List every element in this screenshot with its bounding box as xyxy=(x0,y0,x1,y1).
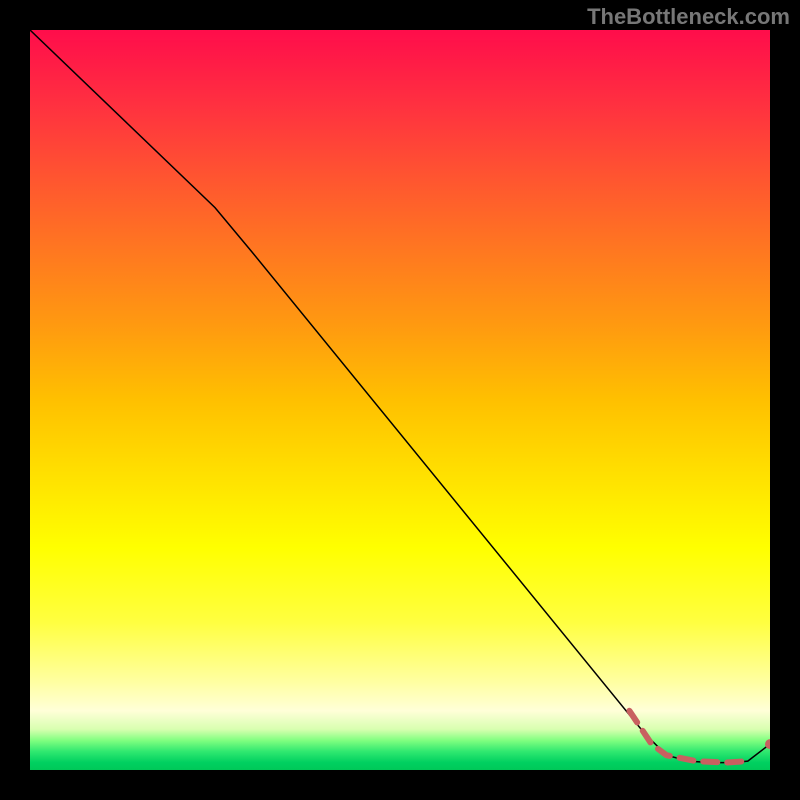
gradient-background xyxy=(30,30,770,770)
watermark-text: TheBottleneck.com xyxy=(587,4,790,30)
chart-svg xyxy=(30,30,770,770)
chart-plot-area xyxy=(30,30,770,770)
